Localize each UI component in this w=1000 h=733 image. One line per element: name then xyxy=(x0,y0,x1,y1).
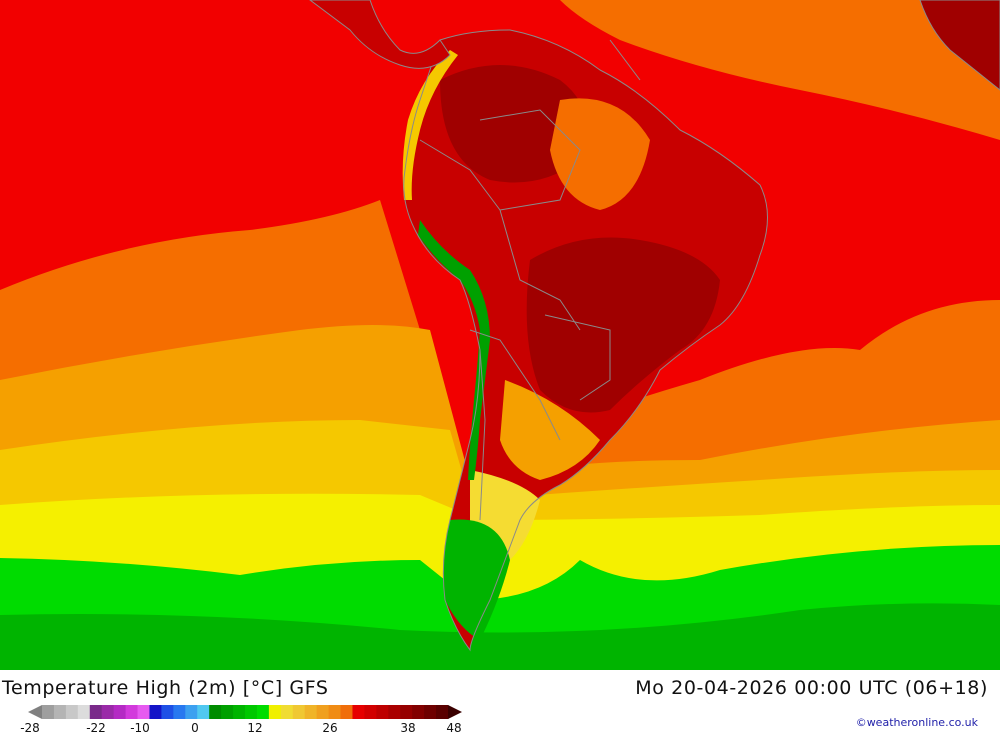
land-warm-northeast-brazil xyxy=(550,98,650,210)
legend-swatch xyxy=(436,705,449,719)
ocean-band-dark-green xyxy=(0,603,1000,670)
legend-swatch xyxy=(65,705,79,719)
legend-swatch xyxy=(137,705,150,719)
forecast-time: Mo 20-04-2026 00:00 UTC (06+18) xyxy=(635,677,988,699)
land-very-hot-brazil xyxy=(526,237,720,413)
legend-swatch xyxy=(256,705,270,719)
legend-swatch xyxy=(364,705,377,719)
legend-tick-label: -28 xyxy=(20,721,40,733)
central-america-land xyxy=(309,0,451,69)
legend-tick-labels: -28 -22 -10 0 12 26 38 48 xyxy=(20,721,461,733)
legend-swatches xyxy=(28,705,462,719)
andes-warm-strip xyxy=(402,50,458,200)
temperature-map xyxy=(0,0,1000,670)
legend-swatch xyxy=(412,705,425,719)
legend-tick-label: -22 xyxy=(86,721,106,733)
andes-cold-strip xyxy=(418,220,490,480)
legend-swatch xyxy=(209,705,222,719)
legend-swatch xyxy=(388,705,401,719)
legend-swatch xyxy=(53,705,67,719)
legend-swatch xyxy=(173,705,186,719)
color-legend: -28 -22 -10 0 12 26 38 48 xyxy=(20,705,462,733)
legend-arrow-left xyxy=(28,705,42,719)
legend-swatch xyxy=(149,705,162,719)
land-warm-southern-cone xyxy=(500,380,600,480)
legend-swatch xyxy=(125,705,139,719)
legend-swatch xyxy=(89,705,103,719)
legend-swatch xyxy=(221,705,234,719)
legend-swatch xyxy=(268,705,282,719)
legend-swatch xyxy=(352,705,365,719)
legend-tick-label: 48 xyxy=(446,721,461,733)
country-borders xyxy=(403,29,768,652)
credit-link[interactable]: ©weatheronline.co.uk xyxy=(855,716,978,729)
legend-swatch xyxy=(42,705,55,719)
legend-swatch xyxy=(245,705,258,719)
legend-tick-label: 12 xyxy=(247,721,262,733)
legend-swatch xyxy=(328,705,342,719)
legend-swatch xyxy=(161,705,174,719)
legend-tick-label: 38 xyxy=(400,721,415,733)
legend-tick-label: -10 xyxy=(130,721,150,733)
legend-swatch xyxy=(77,705,91,719)
legend-swatch xyxy=(233,705,246,719)
legend-swatch xyxy=(185,705,198,719)
legend-swatch xyxy=(280,705,294,719)
legend-swatch xyxy=(292,705,306,719)
legend-tick-label: 26 xyxy=(322,721,337,733)
legend-arrow-right xyxy=(448,705,462,719)
legend-swatch xyxy=(400,705,413,719)
legend-swatch xyxy=(113,705,127,719)
legend-swatch xyxy=(304,705,318,719)
map-title: Temperature High (2m) [°C] GFS xyxy=(2,677,329,699)
legend-swatch xyxy=(376,705,389,719)
legend-swatch xyxy=(316,705,330,719)
legend-swatch xyxy=(340,705,353,719)
legend-tick-label: 0 xyxy=(191,721,199,733)
land-patagonia-green xyxy=(443,519,510,640)
legend-swatch xyxy=(101,705,115,719)
legend-swatch xyxy=(424,705,437,719)
ocean-band-orange-northeast xyxy=(560,0,1000,140)
africa-land xyxy=(919,0,1000,91)
legend-swatch xyxy=(197,705,210,719)
land-hot-amazon xyxy=(440,65,587,183)
